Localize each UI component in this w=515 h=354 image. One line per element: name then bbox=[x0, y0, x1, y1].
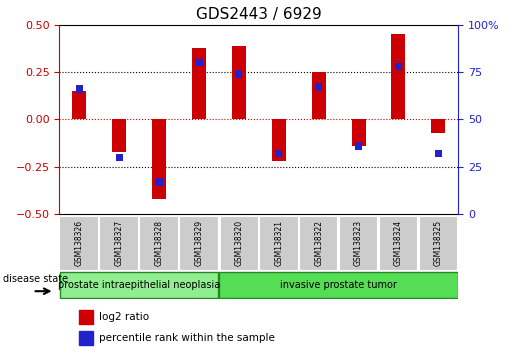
Bar bbox=[299, 216, 338, 270]
Text: GSM138324: GSM138324 bbox=[394, 220, 403, 267]
Bar bbox=[272, 119, 286, 161]
Bar bbox=[435, 150, 442, 157]
Text: GSM138327: GSM138327 bbox=[115, 220, 124, 267]
Bar bbox=[112, 119, 126, 152]
Bar bbox=[152, 119, 166, 199]
Bar bbox=[275, 150, 282, 157]
Bar bbox=[432, 119, 445, 133]
Bar bbox=[355, 142, 362, 150]
Bar bbox=[179, 216, 219, 270]
Bar bbox=[59, 216, 99, 270]
Bar bbox=[391, 34, 405, 119]
Text: GSM138328: GSM138328 bbox=[154, 221, 163, 266]
Bar bbox=[115, 154, 123, 161]
Bar bbox=[76, 85, 83, 93]
Text: GSM138321: GSM138321 bbox=[274, 221, 283, 266]
Bar bbox=[315, 84, 322, 91]
Bar bbox=[219, 216, 259, 270]
Bar bbox=[195, 59, 202, 67]
Text: disease state: disease state bbox=[3, 274, 68, 284]
Title: GDS2443 / 6929: GDS2443 / 6929 bbox=[196, 7, 322, 22]
Text: GSM138322: GSM138322 bbox=[314, 221, 323, 266]
Text: log2 ratio: log2 ratio bbox=[99, 312, 149, 322]
Text: percentile rank within the sample: percentile rank within the sample bbox=[99, 333, 275, 343]
Bar bbox=[232, 46, 246, 119]
Bar bbox=[79, 331, 93, 345]
Bar bbox=[60, 272, 218, 298]
Bar bbox=[339, 216, 379, 270]
Bar bbox=[259, 216, 299, 270]
Text: GSM138325: GSM138325 bbox=[434, 220, 443, 267]
Text: GSM138326: GSM138326 bbox=[75, 220, 83, 267]
Text: invasive prostate tumor: invasive prostate tumor bbox=[280, 280, 397, 290]
Bar bbox=[79, 310, 93, 324]
Bar bbox=[312, 72, 325, 119]
Text: GSM138323: GSM138323 bbox=[354, 220, 363, 267]
Bar bbox=[419, 216, 458, 270]
Bar bbox=[219, 272, 458, 298]
Bar bbox=[99, 216, 139, 270]
Bar bbox=[72, 91, 86, 119]
Bar bbox=[395, 63, 402, 70]
Bar bbox=[352, 119, 366, 146]
Bar bbox=[192, 47, 206, 119]
Bar bbox=[156, 178, 163, 186]
Bar bbox=[235, 70, 243, 78]
Text: GSM138329: GSM138329 bbox=[195, 220, 203, 267]
Bar bbox=[379, 216, 418, 270]
Text: GSM138320: GSM138320 bbox=[234, 220, 243, 267]
Text: prostate intraepithelial neoplasia: prostate intraepithelial neoplasia bbox=[58, 280, 220, 290]
Bar bbox=[139, 216, 179, 270]
